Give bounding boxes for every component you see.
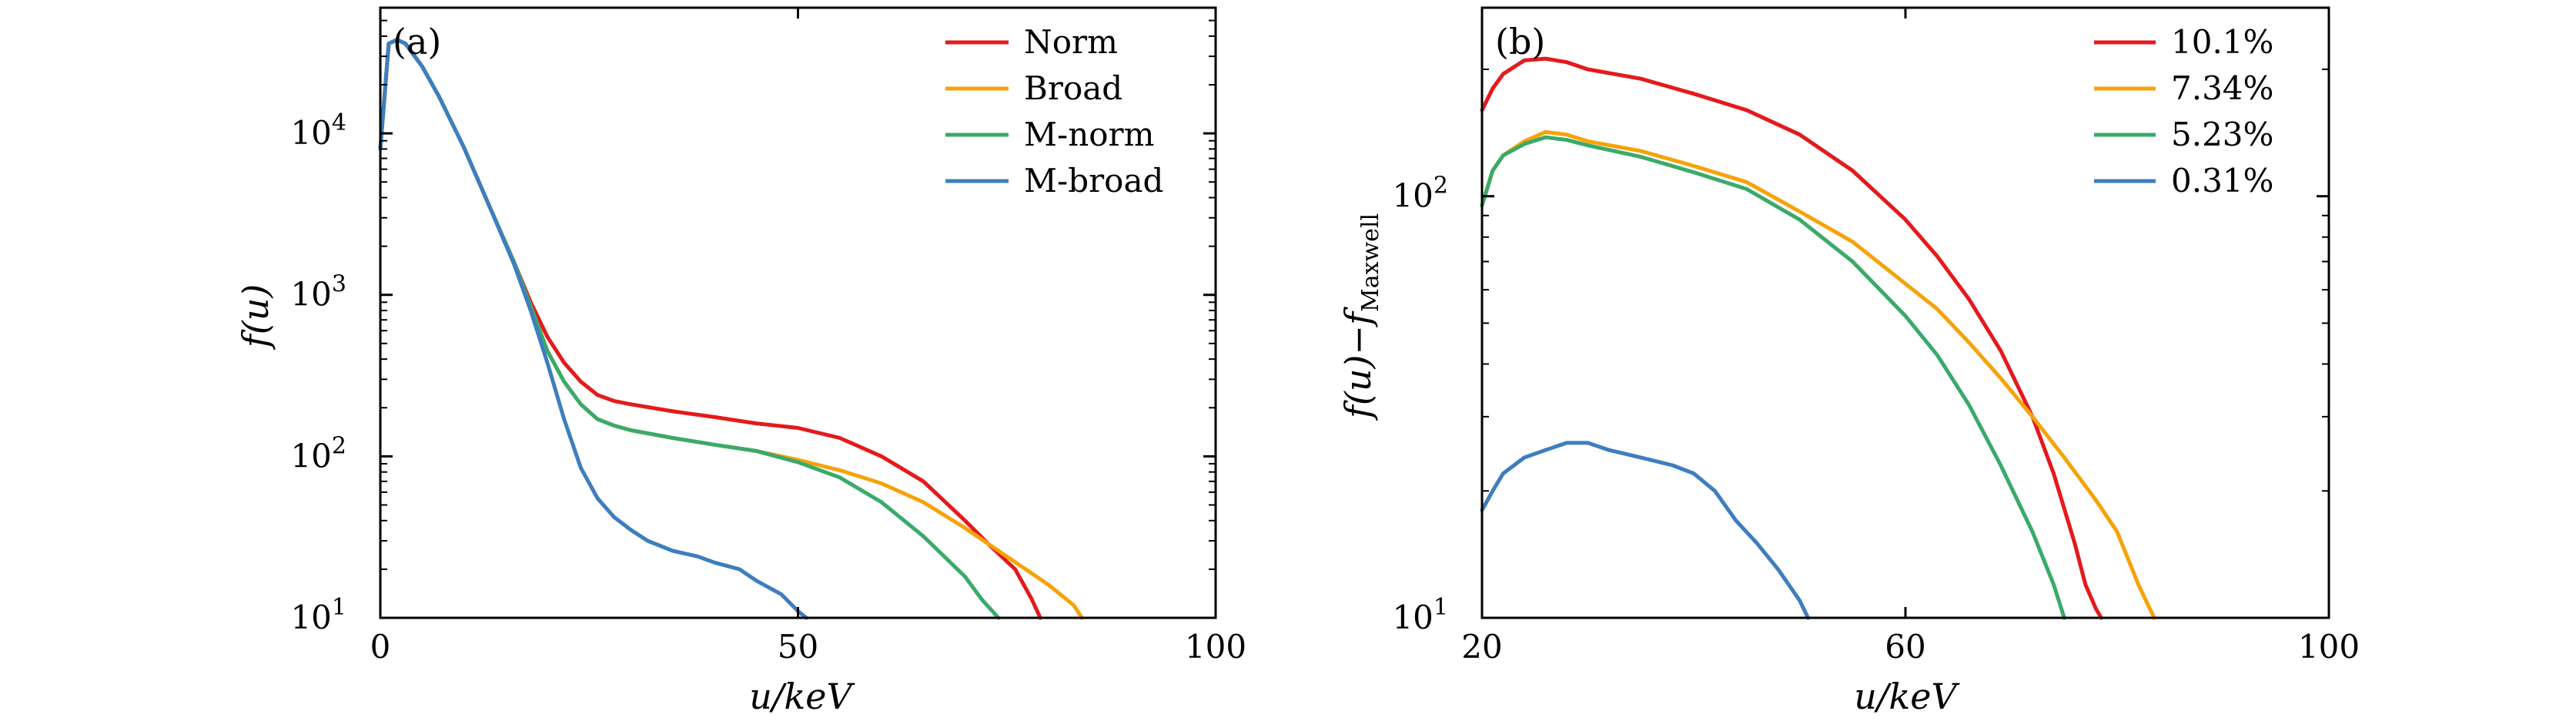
panel-a-xlabel: u/keV bbox=[749, 676, 855, 717]
panel-b-label: (b) bbox=[1495, 21, 1545, 62]
series-line-0-31 bbox=[1480, 441, 1810, 620]
legend-entry: 10.1% bbox=[2094, 23, 2273, 61]
panel-a-legend: Norm Broad M-norm M-broad bbox=[945, 23, 1163, 200]
series-line-m-broad bbox=[378, 38, 808, 620]
x-tick-label: 0 bbox=[370, 628, 391, 666]
legend-label-5-23: 5.23% bbox=[2171, 116, 2273, 153]
legend-entry: Broad bbox=[945, 69, 1122, 107]
y-tick-label: 102 bbox=[1392, 173, 1448, 215]
x-tick-label: 100 bbox=[2298, 628, 2360, 666]
panel-b-ylabel-sub: Maxwell bbox=[1357, 213, 1384, 312]
x-tick-label: 50 bbox=[778, 628, 818, 666]
panel-b-ticks: 20 60 100 101 102 bbox=[1392, 8, 2360, 666]
x-tick-label: 100 bbox=[1185, 628, 1246, 666]
panel-b: 20 60 100 101 102 (b) u/keV f(u)−fMaxwell 10… bbox=[1337, 6, 2360, 717]
legend-entry: M-norm bbox=[945, 116, 1154, 153]
legend-label-broad: Broad bbox=[1024, 69, 1122, 107]
panel-a: 0 50 100 101 102 103 104 (a) u/keV f(u) Norm B… bbox=[235, 6, 1246, 717]
legend-label-m-norm: M-norm bbox=[1024, 116, 1154, 153]
x-tick-label: 20 bbox=[1461, 628, 1502, 666]
legend-label-10-1: 10.1% bbox=[2171, 23, 2273, 61]
y-tick-label: 104 bbox=[290, 109, 346, 152]
y-tick-label: 102 bbox=[290, 432, 346, 475]
panel-b-ylabel-main: f(u)−f bbox=[1337, 307, 1379, 421]
series-line-5-23 bbox=[1480, 135, 2066, 620]
legend-label-m-broad: M-broad bbox=[1024, 162, 1163, 200]
panel-b-legend: 10.1% 7.34% 5.23% 0.31% bbox=[2094, 23, 2273, 200]
y-tick-label: 101 bbox=[290, 594, 346, 636]
x-tick-label: 60 bbox=[1885, 628, 1925, 666]
series-line-m-norm bbox=[378, 38, 1001, 620]
series-line-10-1 bbox=[1480, 56, 2103, 620]
legend-entry: 0.31% bbox=[2094, 162, 2273, 200]
panel-a-series-layer bbox=[378, 38, 1084, 620]
panel-a-label: (a) bbox=[393, 21, 441, 62]
panel-b-ylabel: f(u)−fMaxwell bbox=[1337, 213, 1384, 421]
series-line-norm bbox=[378, 38, 1042, 620]
legend-entry: 7.34% bbox=[2094, 69, 2273, 107]
legend-label-0-31: 0.31% bbox=[2171, 162, 2273, 200]
panel-b-xlabel: u/keV bbox=[1854, 676, 1960, 717]
panel-b-series-layer bbox=[1480, 56, 2156, 620]
legend-entry: Norm bbox=[945, 23, 1118, 61]
y-tick-label: 101 bbox=[1392, 594, 1448, 636]
y-tick-label: 103 bbox=[290, 271, 346, 314]
panel-a-ticks: 0 50 100 101 102 103 104 bbox=[290, 8, 1246, 666]
legend-entry: M-broad bbox=[945, 162, 1163, 200]
legend-label-norm: Norm bbox=[1024, 23, 1118, 61]
panel-a-ylabel: f(u) bbox=[235, 284, 276, 351]
legend-entry: 5.23% bbox=[2094, 116, 2273, 153]
series-line-7-34 bbox=[1480, 129, 2156, 620]
legend-label-7-34: 7.34% bbox=[2171, 69, 2273, 107]
svg-text:f(u)−fMaxwell: f(u)−fMaxwell bbox=[1337, 213, 1384, 421]
